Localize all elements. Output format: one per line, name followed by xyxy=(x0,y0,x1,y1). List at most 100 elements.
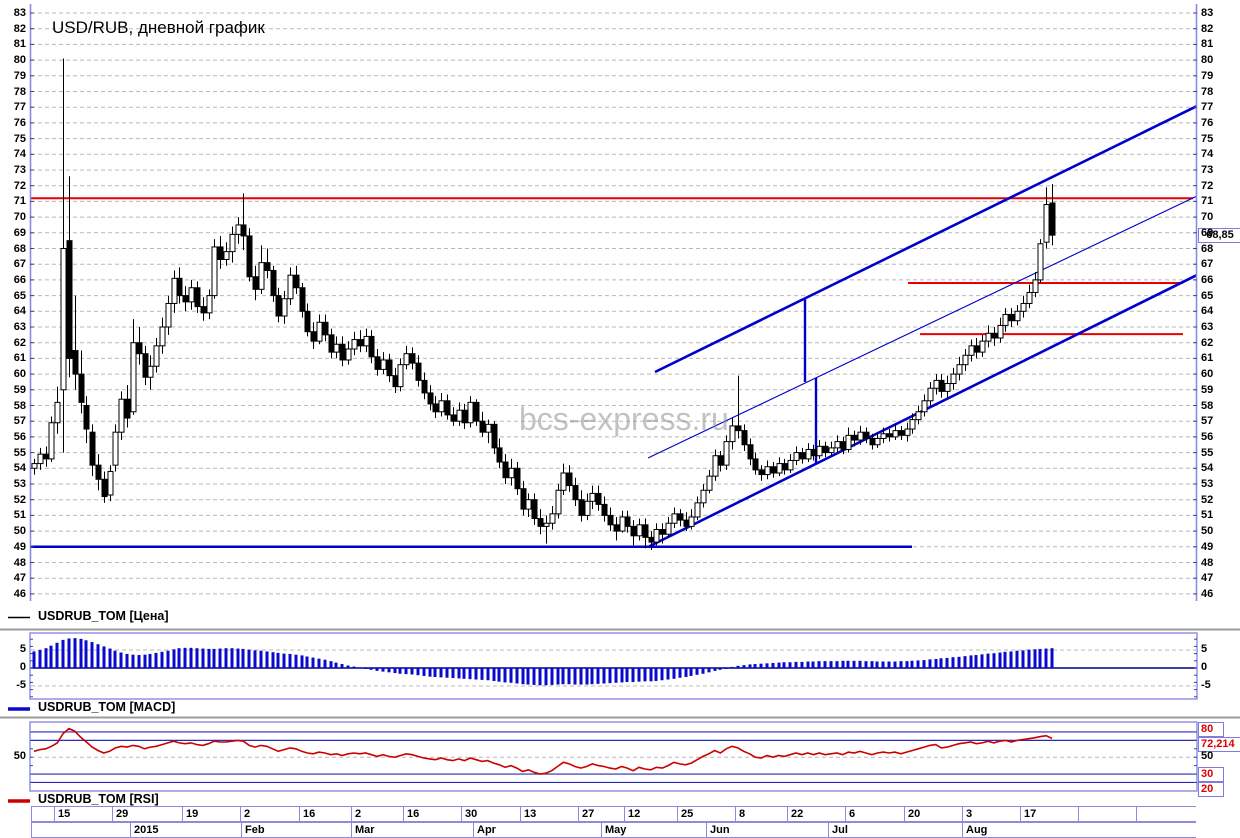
price-ylabel-left-61: 61 xyxy=(13,352,26,365)
price-ylabel-left-70: 70 xyxy=(13,211,26,224)
rsi-current-value-tag: 72,214 xyxy=(1198,737,1240,752)
x-axis-day-cell-27: 27 xyxy=(578,806,624,822)
price-ylabel-left-48: 48 xyxy=(13,556,26,569)
macd-ytick-m5-left: -5 xyxy=(16,679,26,691)
rsi-line xyxy=(33,727,1053,775)
x-axis-day-cell-30: 30 xyxy=(461,806,520,822)
price-ylabel-left-60: 60 xyxy=(13,368,26,381)
price-ylabel-right-48: 48 xyxy=(1201,556,1214,569)
price-legend-dash-icon xyxy=(8,616,30,619)
price-ylabel-right-68: 68 xyxy=(1201,242,1214,255)
price-ylabel-right-64: 64 xyxy=(1201,305,1214,318)
x-axis-day-cell-2: 2 xyxy=(240,806,299,822)
x-axis-day-cell-29: 29 xyxy=(112,806,182,822)
price-ylabel-right-70: 70 xyxy=(1201,211,1214,224)
x-axis-month-cell-Aug: Aug xyxy=(962,822,1196,838)
price-ylabel-right-82: 82 xyxy=(1201,22,1214,35)
price-ylabel-left-54: 54 xyxy=(13,462,26,475)
price-ylabel-right-56: 56 xyxy=(1201,430,1214,443)
price-ylabel-right-54: 54 xyxy=(1201,462,1214,475)
price-ylabel-right-76: 76 xyxy=(1201,116,1214,129)
rsi-legend-dash-icon xyxy=(8,799,30,803)
x-axis-day-cell xyxy=(1136,806,1196,822)
x-axis-day-cell-16: 16 xyxy=(299,806,351,822)
x-axis-month-cell-Jun: Jun xyxy=(706,822,828,838)
price-ylabel-right-55: 55 xyxy=(1201,446,1214,459)
price-ylabel-left-72: 72 xyxy=(13,179,26,192)
macd-histogram xyxy=(32,638,1054,686)
price-ylabel-right-80: 80 xyxy=(1201,54,1214,67)
price-ylabel-right-58: 58 xyxy=(1201,399,1214,412)
price-ylabel-right-83: 83 xyxy=(1201,7,1214,19)
candlestick-series xyxy=(31,58,1056,550)
price-ylabel-right-49: 49 xyxy=(1201,540,1214,553)
price-ylabel-left-57: 57 xyxy=(13,415,26,428)
rsi-level-tag-30: 30 xyxy=(1198,767,1224,782)
price-ylabel-right-59: 59 xyxy=(1201,383,1214,396)
x-axis-month-cell-May: May xyxy=(601,822,706,838)
price-ylabel-right-60: 60 xyxy=(1201,368,1214,381)
price-ylabel-right-52: 52 xyxy=(1201,493,1214,506)
x-axis-day-cell-2: 2 xyxy=(351,806,403,822)
x-axis-month-cell-Feb: Feb xyxy=(241,822,351,838)
rsi-ytick-50-left: 50 xyxy=(13,750,26,762)
x-axis-day-cell xyxy=(31,806,54,822)
x-axis-month-cell-Mar: Mar xyxy=(351,822,473,838)
price-ylabel-right-66: 66 xyxy=(1201,273,1214,286)
price-ylabel-left-78: 78 xyxy=(13,85,26,98)
price-ylabel-right-75: 75 xyxy=(1201,132,1214,145)
analyst-overlays xyxy=(31,105,1196,549)
x-axis-month-cell-2015: 2015 xyxy=(130,822,241,838)
x-axis-day-cell-15: 15 xyxy=(54,806,112,822)
trend-channel-mid xyxy=(647,195,1196,459)
price-ylabel-right-50: 50 xyxy=(1201,525,1214,538)
price-ylabel-left-50: 50 xyxy=(13,525,26,538)
price-ylabel-right-57: 57 xyxy=(1201,415,1214,428)
price-ylabel-left-67: 67 xyxy=(13,258,26,271)
price-ylabel-left-77: 77 xyxy=(13,101,26,114)
price-ylabel-left-76: 76 xyxy=(13,116,26,129)
rsi-level-tag-80: 80 xyxy=(1198,722,1224,737)
price-ylabel-left-56: 56 xyxy=(13,430,26,443)
macd-ytick-m5-right: -5 xyxy=(1201,679,1211,691)
price-ylabel-right-53: 53 xyxy=(1201,478,1214,490)
price-ylabel-left-71: 71 xyxy=(13,195,26,208)
x-axis-day-cell-12: 12 xyxy=(624,806,677,822)
price-ylabel-right-73: 73 xyxy=(1201,164,1214,176)
x-axis-day-cell-8: 8 xyxy=(735,806,787,822)
price-ylabel-left-75: 75 xyxy=(13,132,26,145)
price-ylabel-left-46: 46 xyxy=(13,587,26,600)
price-ylabel-right-69: 69 xyxy=(1201,226,1214,239)
price-ylabel-right-51: 51 xyxy=(1201,509,1214,522)
price-ylabel-left-63: 63 xyxy=(13,321,26,333)
x-axis-day-cell-16: 16 xyxy=(403,806,461,822)
price-ylabel-right-71: 71 xyxy=(1201,195,1214,208)
price-ylabel-left-69: 69 xyxy=(13,226,26,239)
chart-title: USD/RUB, дневной график xyxy=(52,18,265,37)
price-legend-label: USDRUB_TOM [Цена] xyxy=(38,609,169,623)
rsi-legend-label: USDRUB_TOM [RSI] xyxy=(38,792,159,806)
price-ylabel-left-47: 47 xyxy=(13,572,26,585)
price-ylabel-left-64: 64 xyxy=(13,305,26,318)
macd-legend-dash-icon xyxy=(8,707,30,711)
price-ylabel-left-58: 58 xyxy=(13,399,26,412)
price-ylabel-right-78: 78 xyxy=(1201,85,1214,98)
price-ylabel-left-65: 65 xyxy=(13,289,26,302)
price-ylabel-left-51: 51 xyxy=(13,509,26,522)
last-price-tag: 68,85 xyxy=(1198,228,1240,243)
x-axis-month-cell-Apr: Apr xyxy=(473,822,601,838)
x-axis-day-cell xyxy=(1078,806,1136,822)
price-ylabel-left-52: 52 xyxy=(13,493,26,506)
macd-ytick-0-right: 0 xyxy=(1201,661,1208,673)
price-ylabel-right-47: 47 xyxy=(1201,572,1214,585)
x-axis-day-cell-17: 17 xyxy=(1020,806,1078,822)
price-ylabel-left-66: 66 xyxy=(13,273,26,286)
price-ylabel-right-46: 46 xyxy=(1201,587,1214,600)
price-ylabel-left-53: 53 xyxy=(13,478,26,490)
price-ylabel-left-82: 82 xyxy=(13,22,26,35)
x-axis-date-rows: 15 29 19 2 16 2 16 30 13 27 12 25 8 22 6 20 3 17 2015 Feb Ma… xyxy=(0,806,1240,838)
price-ylabel-left-80: 80 xyxy=(13,54,26,67)
x-axis-month-cell-Jul: Jul xyxy=(828,822,962,838)
